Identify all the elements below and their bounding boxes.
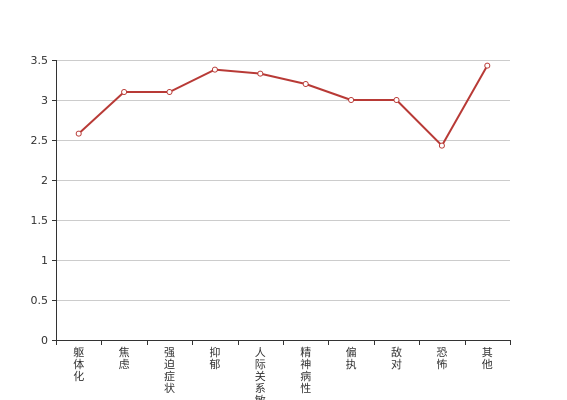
x-tick-label: 偏执 bbox=[346, 345, 357, 371]
data-point[interactable] bbox=[166, 89, 173, 95]
data-point[interactable] bbox=[438, 142, 445, 149]
y-tick-label: 1 bbox=[41, 254, 48, 267]
data-point[interactable] bbox=[302, 81, 309, 87]
x-tick-label: 强迫症状 bbox=[164, 346, 175, 395]
data-point[interactable] bbox=[121, 89, 128, 95]
y-tick-label: 2 bbox=[41, 174, 48, 187]
data-point[interactable] bbox=[484, 62, 491, 69]
y-tick-label: 2.5 bbox=[31, 134, 49, 147]
y-tick-label: 0 bbox=[41, 334, 48, 347]
data-point[interactable] bbox=[211, 66, 218, 73]
y-tick-label: 0.5 bbox=[31, 294, 49, 307]
data-point[interactable] bbox=[257, 70, 264, 77]
x-tick-label: 焦虑 bbox=[119, 346, 130, 371]
x-tick-label: 敌对 bbox=[391, 345, 402, 371]
x-tick-label: 躯体化 bbox=[73, 346, 84, 383]
data-point[interactable] bbox=[348, 97, 355, 103]
x-tick-label: 抑郁 bbox=[209, 345, 220, 371]
x-tick-label: 人际关系敏感 bbox=[255, 346, 266, 400]
axes bbox=[52, 60, 511, 345]
x-tick-labels: 躯体化 焦虑 强迫症状 抑郁 人际关系敏感 精神病性 偏执 敌对 恐怖 其他 bbox=[73, 345, 493, 400]
y-tick-label: 3 bbox=[41, 94, 48, 107]
x-tick-label: 恐怖 bbox=[436, 346, 447, 371]
y-tick-labels: 0 0.5 1 1.5 2 2.5 3 3.5 bbox=[31, 54, 49, 347]
x-tick-label: 精神病性 bbox=[300, 346, 311, 395]
data-point[interactable] bbox=[393, 97, 400, 103]
x-tick-label: 其他 bbox=[482, 346, 493, 371]
data-point[interactable] bbox=[75, 130, 82, 137]
y-tick-label: 3.5 bbox=[31, 54, 49, 67]
y-tick-label: 1.5 bbox=[31, 214, 49, 227]
series-layer bbox=[75, 62, 491, 149]
grid-lines bbox=[56, 60, 510, 301]
series-line bbox=[78, 65, 489, 147]
